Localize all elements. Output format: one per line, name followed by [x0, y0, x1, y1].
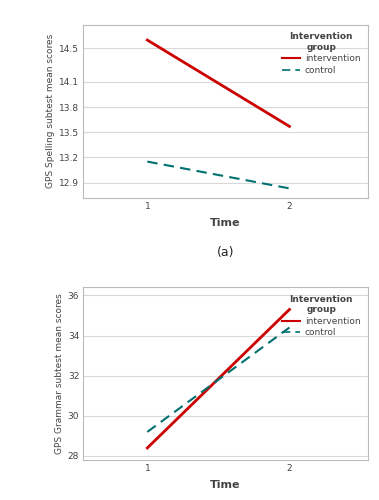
X-axis label: Time: Time: [210, 480, 241, 490]
Y-axis label: GPS Spelling subtest mean scores: GPS Spelling subtest mean scores: [46, 34, 55, 188]
Legend: intervention, control: intervention, control: [279, 292, 363, 340]
Legend: intervention, control: intervention, control: [279, 30, 363, 78]
Text: (a): (a): [217, 246, 234, 259]
X-axis label: Time: Time: [210, 218, 241, 228]
Y-axis label: GPS Grammar subtest mean scores: GPS Grammar subtest mean scores: [55, 294, 64, 454]
